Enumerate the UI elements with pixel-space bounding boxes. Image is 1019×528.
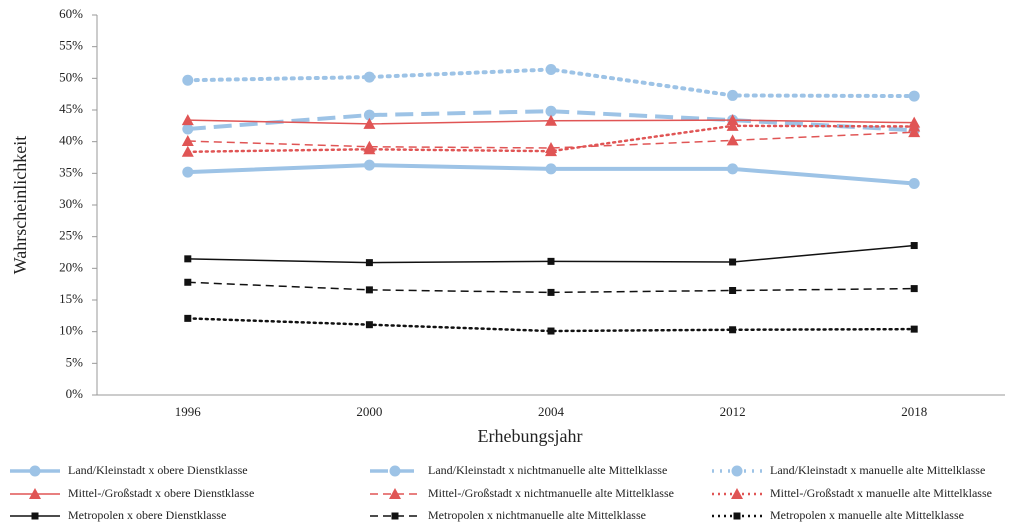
series-line (187, 109, 915, 133)
y-tick-label: 10% (59, 323, 83, 338)
legend-label: Metropolen x obere Dienstklasse (68, 508, 226, 522)
marker (184, 314, 192, 322)
legend-marker (733, 512, 741, 520)
marker (547, 257, 555, 265)
marker (363, 143, 376, 155)
marker (181, 114, 194, 126)
legend-marker (31, 512, 39, 520)
legend-label: Land/Kleinstadt x obere Dienstklasse (68, 463, 248, 477)
y-tick-label: 45% (59, 101, 83, 116)
marker (181, 135, 194, 147)
legend-marker (389, 465, 401, 477)
legend-label: Mittel-/Großstadt x nichtmanuelle alte M… (428, 486, 674, 500)
y-axis-title: Wahrscheinlichkeit (10, 136, 30, 275)
marker (363, 159, 375, 171)
marker (910, 242, 918, 250)
y-tick-label: 50% (59, 69, 83, 84)
marker (182, 123, 194, 135)
y-tick-label: 40% (59, 133, 83, 148)
legend-label: Land/Kleinstadt x nichtmanuelle alte Mit… (428, 463, 667, 477)
y-tick-label: 15% (59, 291, 83, 306)
marker (726, 134, 739, 146)
legend-label: Mittel-/Großstadt x manuelle alte Mittel… (770, 486, 992, 500)
marker (182, 166, 194, 178)
y-tick-label: 5% (66, 354, 84, 369)
marker (545, 63, 557, 75)
y-tick-label: 20% (59, 259, 83, 274)
legend-label: Land/Kleinstadt x manuelle alte Mittelkl… (770, 463, 985, 477)
x-tick-label: 2004 (538, 404, 565, 419)
x-tick-label: 2018 (901, 404, 927, 419)
marker (726, 119, 739, 131)
y-tick-label: 60% (59, 6, 83, 21)
legend-label: Metropolen x manuelle alte Mittelklasse (770, 508, 964, 522)
marker (545, 114, 557, 126)
marker (908, 120, 921, 132)
legend-marker (731, 465, 743, 477)
legend-label: Metropolen x nichtmanuelle alte Mittelkl… (428, 508, 646, 522)
x-axis-title: Erhebungsjahr (478, 426, 583, 446)
marker (727, 89, 739, 101)
marker (729, 287, 737, 294)
series-line (186, 317, 916, 333)
marker (908, 90, 920, 102)
y-tick-label: 55% (59, 38, 83, 53)
marker (910, 285, 918, 293)
legend-marker (389, 488, 401, 499)
y-tick-label: 25% (59, 228, 83, 243)
marker (726, 114, 739, 126)
marker (908, 177, 920, 189)
marker (545, 145, 557, 157)
marker (181, 145, 194, 157)
marker (547, 288, 555, 296)
legend-label: Mittel-/Großstadt x obere Dienstklasse (68, 486, 254, 500)
legend-marker (29, 488, 41, 499)
marker (363, 109, 375, 121)
y-tick-label: 30% (59, 196, 83, 211)
marker (365, 321, 373, 329)
series-line (187, 131, 915, 149)
marker (545, 163, 557, 175)
x-tick-label: 2000 (356, 404, 382, 419)
series-line (187, 281, 915, 294)
marker (910, 325, 918, 333)
marker (363, 117, 376, 129)
marker (365, 286, 373, 294)
marker (729, 326, 737, 334)
x-tick-label: 2012 (720, 404, 746, 419)
marker (182, 74, 194, 86)
legend-marker (29, 465, 41, 477)
legend-marker (731, 488, 743, 499)
marker (184, 278, 192, 286)
marker (545, 105, 557, 117)
marker (727, 163, 739, 175)
marker (363, 71, 375, 83)
marker (365, 259, 373, 267)
marker (908, 126, 921, 138)
marker (729, 258, 737, 266)
marker (547, 327, 555, 335)
y-tick-label: 35% (59, 164, 83, 179)
legend-marker (391, 512, 399, 520)
x-tick-label: 1996 (175, 404, 202, 419)
y-tick-label: 0% (66, 386, 84, 401)
marker (184, 255, 192, 263)
